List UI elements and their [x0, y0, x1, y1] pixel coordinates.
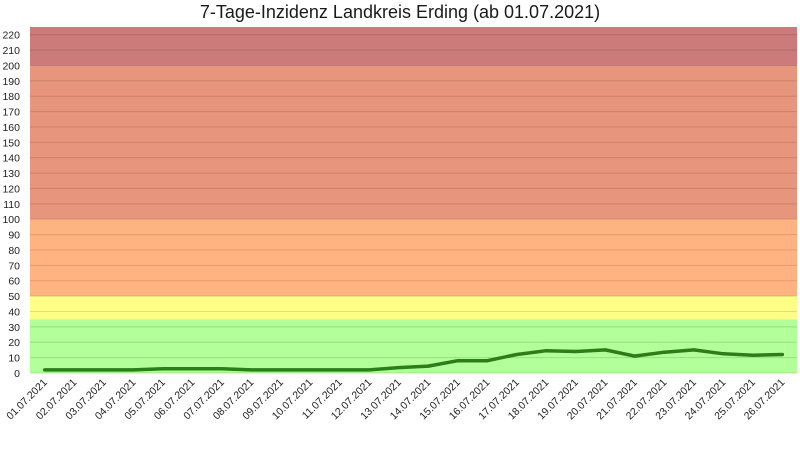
y-tick-label: 90 — [8, 230, 20, 242]
data-point — [544, 349, 548, 353]
band-2 — [30, 219, 797, 297]
data-point — [220, 367, 224, 371]
data-point — [249, 368, 253, 372]
y-tick-label: 0 — [14, 368, 20, 380]
series-line-0 — [43, 348, 785, 372]
y-tick-label: 170 — [2, 107, 20, 119]
data-point — [662, 350, 666, 354]
data-point — [751, 353, 755, 357]
y-tick-label: 210 — [2, 45, 20, 57]
y-tick-label: 150 — [2, 137, 20, 149]
y-tick-label: 100 — [2, 214, 20, 226]
band-1 — [30, 296, 797, 320]
y-tick-label: 110 — [3, 199, 20, 211]
y-tick-label: 180 — [2, 91, 20, 103]
data-point — [308, 368, 312, 372]
data-point — [367, 368, 371, 372]
data-point — [131, 368, 135, 372]
series-layer — [43, 348, 785, 372]
y-tick-label: 130 — [2, 168, 20, 180]
y-tick-label: 20 — [8, 337, 20, 349]
y-tick-label: 140 — [2, 153, 20, 165]
data-point — [72, 368, 76, 372]
data-point — [43, 368, 47, 372]
data-point — [161, 367, 165, 371]
incidence-bands — [30, 27, 797, 373]
data-point — [633, 354, 637, 358]
data-point — [338, 368, 342, 372]
y-tick-label: 30 — [8, 322, 20, 334]
data-point — [456, 359, 460, 363]
data-point — [426, 364, 430, 368]
band-3 — [30, 65, 797, 220]
data-point — [190, 367, 194, 371]
y-tick-label: 10 — [8, 353, 20, 365]
y-tick-label: 60 — [8, 276, 20, 288]
data-point — [692, 348, 696, 352]
x-axis-ticks: 01.07.202102.07.202103.07.202104.07.2021… — [4, 377, 787, 423]
y-tick-label: 200 — [2, 60, 20, 72]
data-point — [102, 368, 106, 372]
y-tick-label: 80 — [8, 245, 20, 257]
band-0 — [30, 319, 797, 373]
data-point — [721, 352, 725, 356]
band-4 — [30, 27, 797, 66]
y-tick-label: 40 — [8, 306, 20, 318]
grid-lines — [30, 34, 797, 374]
data-point — [397, 366, 401, 370]
y-tick-label: 160 — [2, 122, 20, 134]
y-tick-label: 70 — [8, 260, 20, 272]
data-point — [515, 352, 519, 357]
data-point — [603, 348, 607, 352]
y-axis-ticks: 0 10 20 30 40 50 60 70 80 90 100 110 120 130 140 150 160… — [2, 30, 20, 380]
y-tick-label: 50 — [8, 291, 20, 303]
data-point — [780, 352, 784, 357]
data-point — [574, 349, 578, 354]
data-point — [485, 359, 489, 363]
data-point — [279, 368, 283, 372]
chart-title: 7-Tage-Inzidenz Landkreis Erding (ab 01.… — [199, 2, 601, 22]
y-tick-label: 190 — [2, 76, 20, 88]
y-tick-label: 220 — [2, 30, 20, 42]
y-tick-label: 120 — [2, 183, 20, 195]
